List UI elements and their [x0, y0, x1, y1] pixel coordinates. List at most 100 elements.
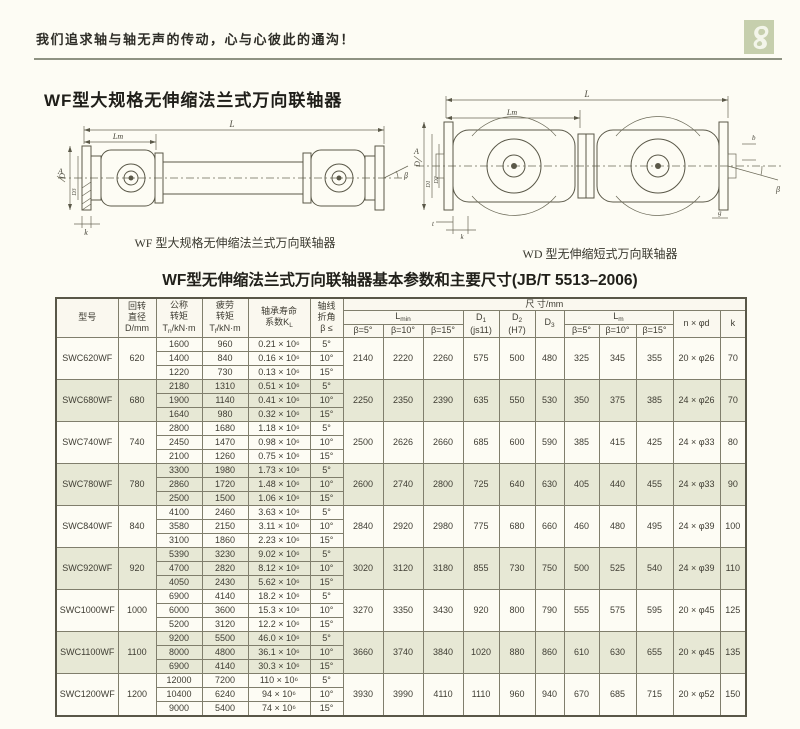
header-beta10: β=10°	[382, 324, 424, 338]
header-beta5: β=5°	[342, 324, 384, 338]
dim-label: β	[775, 185, 780, 194]
bolt-spec-cell: 24 × φ33	[672, 420, 721, 464]
nominal-torque-cell: 2800	[155, 420, 203, 436]
nominal-torque-cell: 2860	[155, 476, 203, 492]
bolt-spec-cell: 24 × φ39	[672, 504, 721, 548]
diameter-cell: 840	[117, 504, 157, 548]
header-beta15: β=15°	[422, 324, 464, 338]
model-cell: SWC620WF	[55, 336, 119, 380]
life-coefficient-cell: 30.3 × 10⁶	[247, 658, 311, 674]
d3-cell: 590	[534, 420, 565, 464]
model-cell: SWC920WF	[55, 546, 119, 590]
life-coefficient-cell: 0.75 × 10⁶	[247, 448, 311, 464]
nominal-torque-cell: 4700	[155, 560, 203, 576]
fatigue-torque-cell: 2460	[201, 504, 249, 520]
fatigue-torque-cell: 960	[201, 336, 249, 352]
angle-cell: 5°	[309, 630, 344, 646]
life-coefficient-cell: 0.32 × 10⁶	[247, 406, 311, 422]
model-cell: SWC680WF	[55, 378, 119, 422]
nominal-torque-cell: 6900	[155, 588, 203, 604]
lmin-cell: 3930	[342, 672, 384, 717]
life-coefficient-cell: 1.73 × 10⁶	[247, 462, 311, 478]
diameter-cell: 740	[117, 420, 157, 464]
dim-label: Lm	[506, 108, 517, 117]
lm-cell: 460	[563, 504, 600, 548]
life-coefficient-cell: 0.13 × 10⁶	[247, 364, 311, 380]
lmin-cell: 3740	[382, 630, 424, 674]
nominal-torque-cell: 3580	[155, 518, 203, 534]
d2-cell: 640	[498, 462, 536, 506]
d1-cell: 575	[462, 336, 500, 380]
header-beta5: β=5°	[563, 324, 600, 338]
banner-slogan: 我们追求轴与轴无声的传动，心与心彼此的通沟！	[36, 32, 356, 47]
d2-cell: 730	[498, 546, 536, 590]
angle-cell: 15°	[309, 448, 344, 464]
dim-label: k	[460, 233, 464, 240]
k-cell: 90	[719, 462, 747, 506]
diameter-cell: 1100	[117, 630, 157, 674]
d2-cell: 880	[498, 630, 536, 674]
diameter-cell: 780	[117, 462, 157, 506]
table-row: SWC1200WF 1200 12000 7200 110 × 10⁶ 5° 3930 399…	[55, 672, 747, 717]
angle-cell: 5°	[309, 504, 344, 520]
table-row: 1400 840 0.16 × 10⁶ 10°	[56, 350, 746, 366]
fatigue-torque-cell: 1680	[201, 420, 249, 436]
angle-cell: 10°	[309, 560, 344, 576]
angle-cell: 15°	[309, 364, 344, 380]
angle-cell: 15°	[309, 574, 344, 590]
dim-label: D1	[426, 180, 432, 188]
life-coefficient-cell: 5.62 × 10⁶	[247, 574, 311, 590]
fatigue-torque-cell: 840	[201, 350, 249, 366]
lmin-cell: 2626	[382, 420, 424, 464]
life-coefficient-cell: 46.0 × 10⁶	[247, 630, 311, 646]
angle-cell: 5°	[309, 336, 344, 352]
parameters-table: 型号 回转 直径 D/mm 公称 转矩 Tn/kN·m 疲劳 转矩 Tf/kN·…	[55, 297, 748, 717]
table-row: 10400 6240 94 × 10⁶ 10°	[56, 686, 746, 702]
lmin-cell: 3350	[382, 588, 424, 632]
fatigue-torque-cell: 1980	[201, 462, 249, 478]
life-coefficient-cell: 94 × 10⁶	[247, 686, 311, 702]
lmin-cell: 2920	[382, 504, 424, 548]
d3-cell: 750	[534, 546, 565, 590]
angle-cell: 10°	[309, 602, 344, 618]
header-d2: D2 (H7)	[498, 310, 536, 338]
nominal-torque-cell: 1400	[155, 350, 203, 366]
life-coefficient-cell: 0.98 × 10⁶	[247, 434, 311, 450]
lm-cell: 355	[635, 336, 674, 380]
table-row: 1900 1140 0.41 × 10⁶ 10°	[56, 392, 746, 408]
nominal-torque-cell: 5200	[155, 616, 203, 632]
header-divider	[34, 58, 782, 60]
table-row: SWC1100WF 1100 9200 5500 46.0 × 10⁶ 5° 3660 374…	[55, 630, 747, 674]
diameter-cell: 680	[117, 378, 157, 422]
company-logo-icon	[744, 20, 774, 54]
diameter-cell: 1000	[117, 588, 157, 632]
header-d1: D1 (js11)	[462, 310, 500, 338]
d3-cell: 860	[534, 630, 565, 674]
bolt-spec-cell: 24 × φ26	[672, 378, 721, 422]
lm-cell: 325	[563, 336, 600, 380]
fatigue-torque-cell: 1140	[201, 392, 249, 408]
lmin-cell: 3270	[342, 588, 384, 632]
fatigue-torque-cell: 980	[201, 406, 249, 422]
header-bearing-life: 轴承寿命 系数KL	[247, 297, 311, 338]
life-coefficient-cell: 0.21 × 10⁶	[247, 336, 311, 352]
angle-cell: 5°	[309, 378, 344, 394]
table-row: SWC920WF 920 5390 3230 9.02 × 10⁶ 5° 3020 3120 3…	[55, 546, 747, 590]
header-nxd: n × φd	[672, 310, 721, 338]
k-cell: 70	[719, 336, 747, 380]
lm-cell: 385	[563, 420, 600, 464]
lmin-cell: 2500	[342, 420, 384, 464]
life-coefficient-cell: 15.3 × 10⁶	[247, 602, 311, 618]
lm-cell: 440	[598, 462, 637, 506]
d2-cell: 600	[498, 420, 536, 464]
lmin-cell: 2660	[422, 420, 464, 464]
angle-cell: 10°	[309, 350, 344, 366]
lm-cell: 540	[635, 546, 674, 590]
fatigue-torque-cell: 1310	[201, 378, 249, 394]
diameter-cell: 620	[117, 336, 157, 380]
nominal-torque-cell: 6000	[155, 602, 203, 618]
angle-cell: 10°	[309, 686, 344, 702]
angle-cell: 5°	[309, 672, 344, 688]
fatigue-torque-cell: 1720	[201, 476, 249, 492]
lm-cell: 670	[563, 672, 600, 717]
